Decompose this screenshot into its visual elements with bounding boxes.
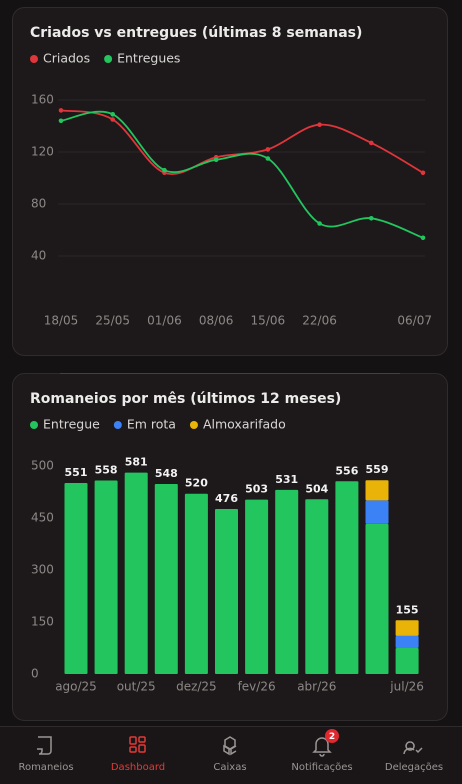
legend-dot — [104, 55, 113, 63]
bar-segment — [94, 480, 118, 674]
point — [58, 108, 64, 113]
point — [213, 157, 219, 163]
value-label: 548 — [155, 467, 178, 480]
bar-segment — [154, 484, 178, 674]
value-label: 155 — [396, 603, 419, 616]
series-line — [60, 110, 424, 239]
point — [368, 216, 374, 221]
point — [265, 147, 271, 152]
x-tick-label: 18/05 — [44, 314, 79, 328]
badge — [325, 729, 339, 743]
legend-label: Criados — [43, 51, 90, 66]
bar-segment — [335, 481, 359, 674]
legend-dot — [189, 421, 198, 429]
value-label: 551 — [65, 466, 88, 479]
legend-dot — [113, 421, 122, 429]
icon-notificacoes — [312, 737, 332, 757]
value-label: 558 — [95, 464, 118, 477]
series-line — [60, 109, 424, 175]
nav-label[interactable]: Dashboard — [111, 762, 165, 773]
chart-title: Romaneios por mês (últimos 12 meses) — [30, 391, 341, 407]
x-tick-label: ago/25 — [55, 680, 97, 694]
bar-segment — [124, 472, 148, 674]
icon-romaneios — [37, 736, 52, 755]
value-label: 503 — [245, 483, 268, 496]
nav-icons — [37, 736, 423, 757]
x-tick-label: 01/06 — [147, 314, 182, 328]
y-tick-label: 450 — [31, 511, 54, 525]
x-tick-label: 25/05 — [95, 314, 130, 328]
x-tick-label: 08/06 — [199, 314, 234, 328]
nav-label[interactable]: Caixas — [213, 762, 246, 773]
point — [110, 112, 116, 117]
y-tick-label: 160 — [31, 93, 54, 107]
y-tick-label: 40 — [31, 249, 46, 263]
value-label: 559 — [366, 463, 389, 476]
legend-dot — [30, 421, 38, 429]
bar-segment — [64, 482, 88, 674]
nav-label[interactable]: Delegações — [385, 762, 443, 773]
value-label: 581 — [125, 456, 148, 469]
bar-segment — [365, 500, 389, 524]
value-label: 476 — [215, 492, 238, 505]
bar-segment — [395, 620, 419, 636]
point — [265, 156, 271, 161]
y-tick-label: 150 — [31, 615, 54, 629]
chart-title: Criados vs entregues (últimas 8 semanas) — [30, 25, 362, 41]
value-label: 520 — [185, 477, 208, 490]
bar-segment — [305, 499, 329, 674]
point — [368, 140, 374, 146]
value-label: 556 — [335, 464, 358, 477]
y-tick-label: 80 — [31, 197, 46, 211]
legend-label: Entregues — [117, 51, 180, 66]
bar-segment — [275, 489, 299, 674]
icon-delegacoes — [403, 741, 423, 755]
point — [58, 118, 64, 124]
x-tick-label: 06/07 — [397, 314, 432, 328]
nav-bar — [0, 726, 462, 784]
x-tick-label: jul/26 — [389, 680, 424, 694]
y-tick-label: 120 — [31, 145, 54, 159]
x-tick-label: abr/26 — [297, 680, 336, 694]
nav-label[interactable]: Notificações — [291, 762, 352, 773]
point — [110, 117, 116, 122]
legend-label: Entregue — [43, 417, 100, 432]
badge-count: 2 — [329, 732, 335, 742]
x-tick-label: fev/26 — [238, 680, 276, 694]
bar-segment — [215, 508, 238, 674]
legend-label: Em rota — [127, 417, 176, 432]
bar-segment — [365, 480, 389, 501]
x-tick-label: 15/06 — [251, 314, 286, 328]
bar-segment — [184, 493, 208, 674]
point — [162, 167, 167, 173]
x-tick-label: dez/25 — [176, 680, 217, 694]
bar-segment — [395, 635, 419, 648]
point — [317, 122, 322, 127]
point — [420, 235, 426, 241]
point — [420, 170, 426, 176]
icon-dashboard — [129, 736, 146, 753]
value-label: 504 — [305, 482, 328, 495]
icon-caixas — [223, 736, 237, 756]
value-label: 531 — [275, 473, 298, 486]
bar-segment — [245, 499, 269, 674]
y-tick-label: 500 — [31, 459, 54, 473]
bar-segment — [365, 523, 389, 674]
point — [317, 221, 322, 226]
legend-label: Almoxarifado — [203, 417, 286, 432]
nav-label[interactable]: Romaneios — [18, 762, 73, 773]
y-tick-label: 300 — [31, 563, 54, 577]
x-tick-label: out/25 — [117, 680, 156, 694]
bar-segment — [395, 648, 419, 674]
legend-dot — [30, 55, 38, 63]
card — [12, 7, 448, 356]
y-tick-label: 0 — [31, 667, 39, 681]
x-tick-label: 22/06 — [302, 314, 337, 328]
